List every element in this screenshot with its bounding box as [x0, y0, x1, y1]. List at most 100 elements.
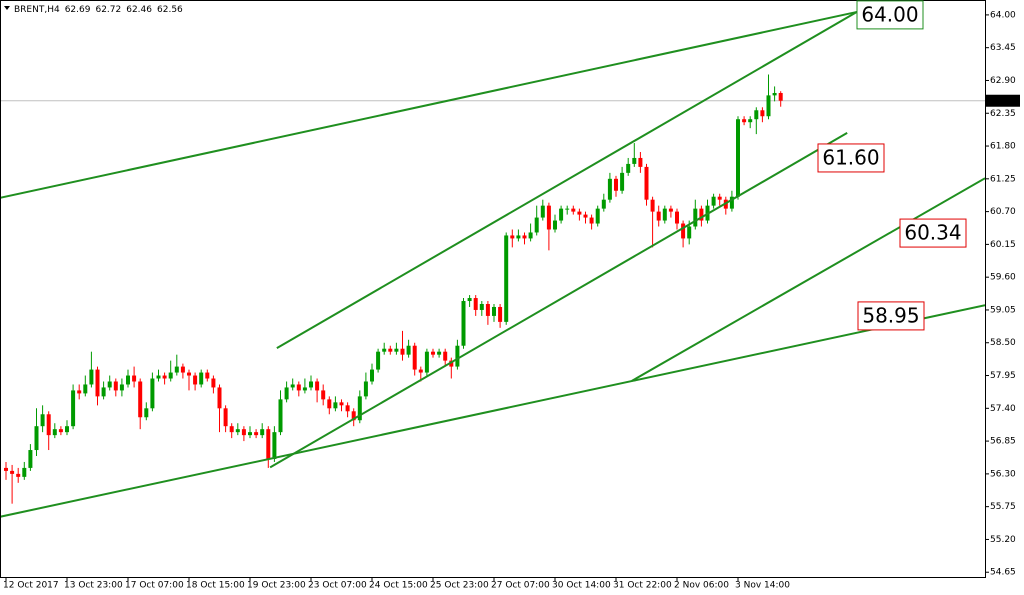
- candle-body: [363, 381, 368, 397]
- candle-body: [736, 119, 740, 197]
- x-tick-label: 31 Oct 22:00: [613, 581, 672, 591]
- candle-body: [754, 110, 759, 120]
- price-label-box: [899, 218, 967, 248]
- trend-line: [1, 10, 858, 199]
- candle-body: [424, 351, 429, 373]
- header: BRENT,H4 62.69 62.72 62.46 62.56: [14, 5, 183, 15]
- candle-body: [589, 217, 594, 224]
- candle-body: [138, 381, 143, 418]
- x-tick-label: 19 Oct 23:00: [247, 581, 306, 591]
- candle-body: [16, 473, 21, 477]
- candle-body: [150, 378, 155, 409]
- candle-body: [376, 351, 381, 370]
- candle-body: [174, 366, 179, 373]
- candle-body: [553, 220, 557, 230]
- candle-body: [52, 429, 57, 436]
- trend-line: [1, 304, 985, 518]
- candle-body: [614, 178, 618, 191]
- candle-body: [437, 351, 442, 355]
- candle-body: [559, 208, 564, 221]
- y-tick-label: 56.30: [990, 469, 1016, 479]
- candle-body: [528, 232, 533, 239]
- candle-body: [540, 205, 545, 218]
- candle-body: [199, 372, 204, 385]
- candle-body: [327, 399, 332, 409]
- candle-body: [668, 208, 673, 212]
- candle-body: [577, 211, 582, 215]
- candle-body: [71, 390, 76, 427]
- price-label: 60.34: [904, 221, 961, 245]
- y-tick-label: 54.65: [990, 568, 1016, 578]
- candle-body: [626, 163, 631, 173]
- candle-body: [132, 375, 137, 382]
- candle-body: [4, 467, 8, 471]
- candle-body: [729, 196, 734, 209]
- candle-body: [211, 378, 216, 388]
- candle-body: [504, 235, 509, 322]
- candle-body: [65, 426, 69, 433]
- candle-body: [418, 369, 423, 373]
- candle-body: [394, 348, 399, 352]
- candle-body: [101, 387, 106, 397]
- candle-body: [760, 110, 765, 117]
- price-label-box: [817, 143, 885, 173]
- x-tick-label: 27 Oct 07:00: [491, 581, 550, 591]
- current-price-tag: [986, 94, 1020, 107]
- header-value: 62.46: [126, 5, 152, 15]
- y-tick-label: 62.90: [990, 76, 1016, 86]
- y-tick-label: 59.05: [990, 305, 1016, 315]
- candle-body: [107, 381, 112, 388]
- candle-body: [278, 399, 283, 433]
- candle-body: [498, 306, 503, 322]
- candle-body: [516, 235, 521, 239]
- candle-body: [766, 95, 771, 117]
- x-tick-label: 3 Nov 14:00: [735, 581, 790, 591]
- candle-body: [400, 348, 405, 355]
- candle-body: [254, 432, 259, 436]
- y-tick-label: 64.00: [990, 10, 1016, 20]
- candle-body: [595, 208, 600, 224]
- candle-body: [83, 384, 88, 394]
- price-label: 58.95: [862, 303, 919, 327]
- y-tick-label: 57.95: [990, 371, 1016, 381]
- candle-body: [412, 345, 417, 370]
- candle-body: [10, 470, 15, 474]
- candle-body: [126, 375, 130, 385]
- candle-body: [339, 402, 344, 406]
- candle-body: [607, 178, 612, 200]
- candle-body: [284, 387, 289, 400]
- candle-body: [315, 381, 320, 391]
- candle-body: [357, 396, 362, 421]
- candle-body: [455, 345, 460, 367]
- candle-body: [382, 348, 387, 352]
- price-label: 61.60: [822, 145, 879, 169]
- candle-body: [534, 217, 539, 233]
- candle-body: [46, 414, 51, 436]
- candle-body: [272, 432, 277, 459]
- candle-body: [565, 208, 570, 210]
- x-tick-label: 13 Oct 23:00: [64, 581, 123, 591]
- candle-body: [675, 211, 679, 224]
- candle-body: [58, 429, 63, 433]
- price-label-box: [856, 0, 924, 30]
- candle-body: [34, 426, 39, 451]
- candle-body: [717, 196, 722, 200]
- trend-line: [276, 11, 858, 349]
- candle-body: [309, 381, 313, 388]
- y-tick-label: 55.75: [990, 502, 1016, 512]
- y-tick-label: 55.20: [990, 535, 1016, 545]
- candle-body: [302, 387, 307, 391]
- trend-line: [631, 177, 985, 382]
- candle-body: [583, 214, 588, 218]
- y-tick-label: 61.25: [990, 174, 1016, 184]
- candle-body: [644, 166, 649, 200]
- candle-body: [351, 411, 356, 421]
- candle-body: [772, 92, 777, 96]
- candle-body: [571, 208, 576, 212]
- candle-body: [156, 375, 161, 379]
- candle-body: [443, 351, 448, 361]
- candle-body: [28, 450, 33, 468]
- x-tick-label: 25 Oct 23:00: [430, 581, 489, 591]
